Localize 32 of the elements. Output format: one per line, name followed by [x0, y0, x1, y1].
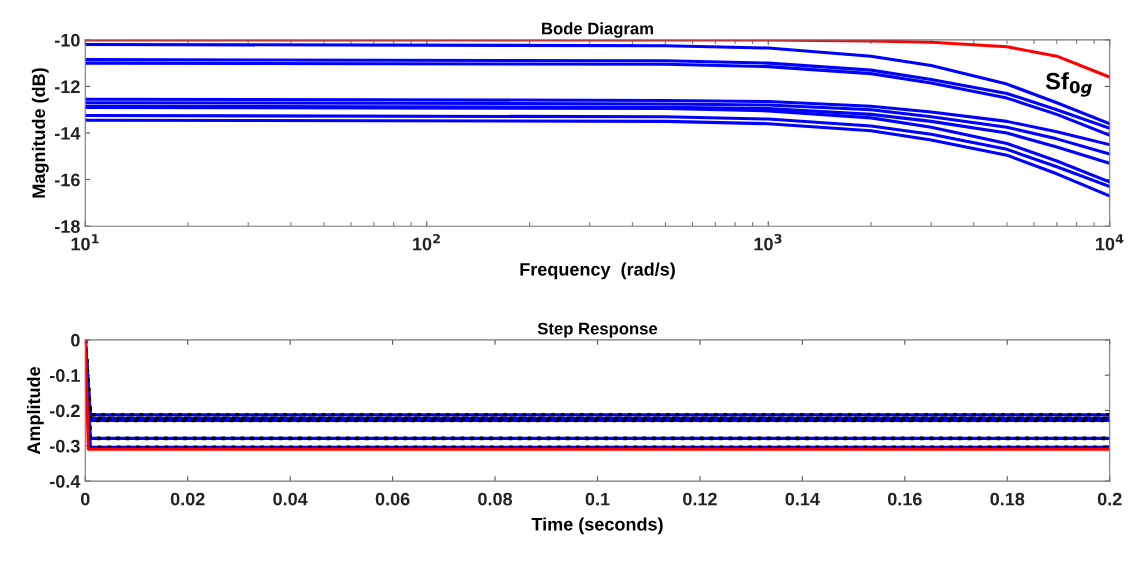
x-tick-label: 0.08 [478, 492, 513, 506]
y-tick-label: -0.3 [50, 439, 80, 453]
y-tick-label: -10 [55, 33, 80, 47]
x-tick-label: 0.06 [375, 492, 410, 506]
x-tick-label: 0.02 [170, 492, 205, 506]
x-tick-label: 0.16 [887, 492, 922, 506]
annotation: Sf$_{0g}$ [1045, 72, 1092, 97]
x-tick-label: 0.14 [785, 492, 820, 506]
y-tick-label: 0 [71, 333, 80, 347]
chart-title: Step Response [537, 322, 658, 338]
x-tick-label: 0.2 [1097, 492, 1122, 506]
x-axis-title: Time (seconds) [531, 517, 663, 535]
y-tick-label: -12 [55, 80, 80, 93]
y-tick-label: -16 [55, 173, 80, 187]
x-tick-label: 10$^{3}$ [754, 233, 782, 251]
x-axis-title: Frequency (rad/s) [520, 262, 675, 280]
y-tick-label: -0.2 [50, 404, 80, 418]
y-tick-label: -14 [55, 127, 81, 140]
x-tick-label: 10$^{1}$ [71, 234, 99, 251]
x-tick-label: 0.1 [585, 492, 610, 506]
y-axis-title: Amplitude [26, 366, 44, 455]
y-tick-label: -0.4 [50, 475, 81, 488]
x-tick-label: 10$^{4}$ [1096, 234, 1124, 251]
y-axis-title: Magnitude (dB) [31, 68, 49, 198]
chart-title: Bode Diagram [542, 22, 653, 38]
y-tick-label: -18 [55, 220, 80, 233]
x-tick-label: 0.04 [273, 492, 308, 506]
x-tick-label: 0 [80, 492, 90, 506]
x-tick-label: 10$^{2}$ [413, 233, 440, 251]
x-tick-label: 0.12 [683, 492, 717, 506]
x-tick-label: 0.18 [990, 492, 1025, 506]
y-tick-label: -0.1 [50, 369, 80, 382]
